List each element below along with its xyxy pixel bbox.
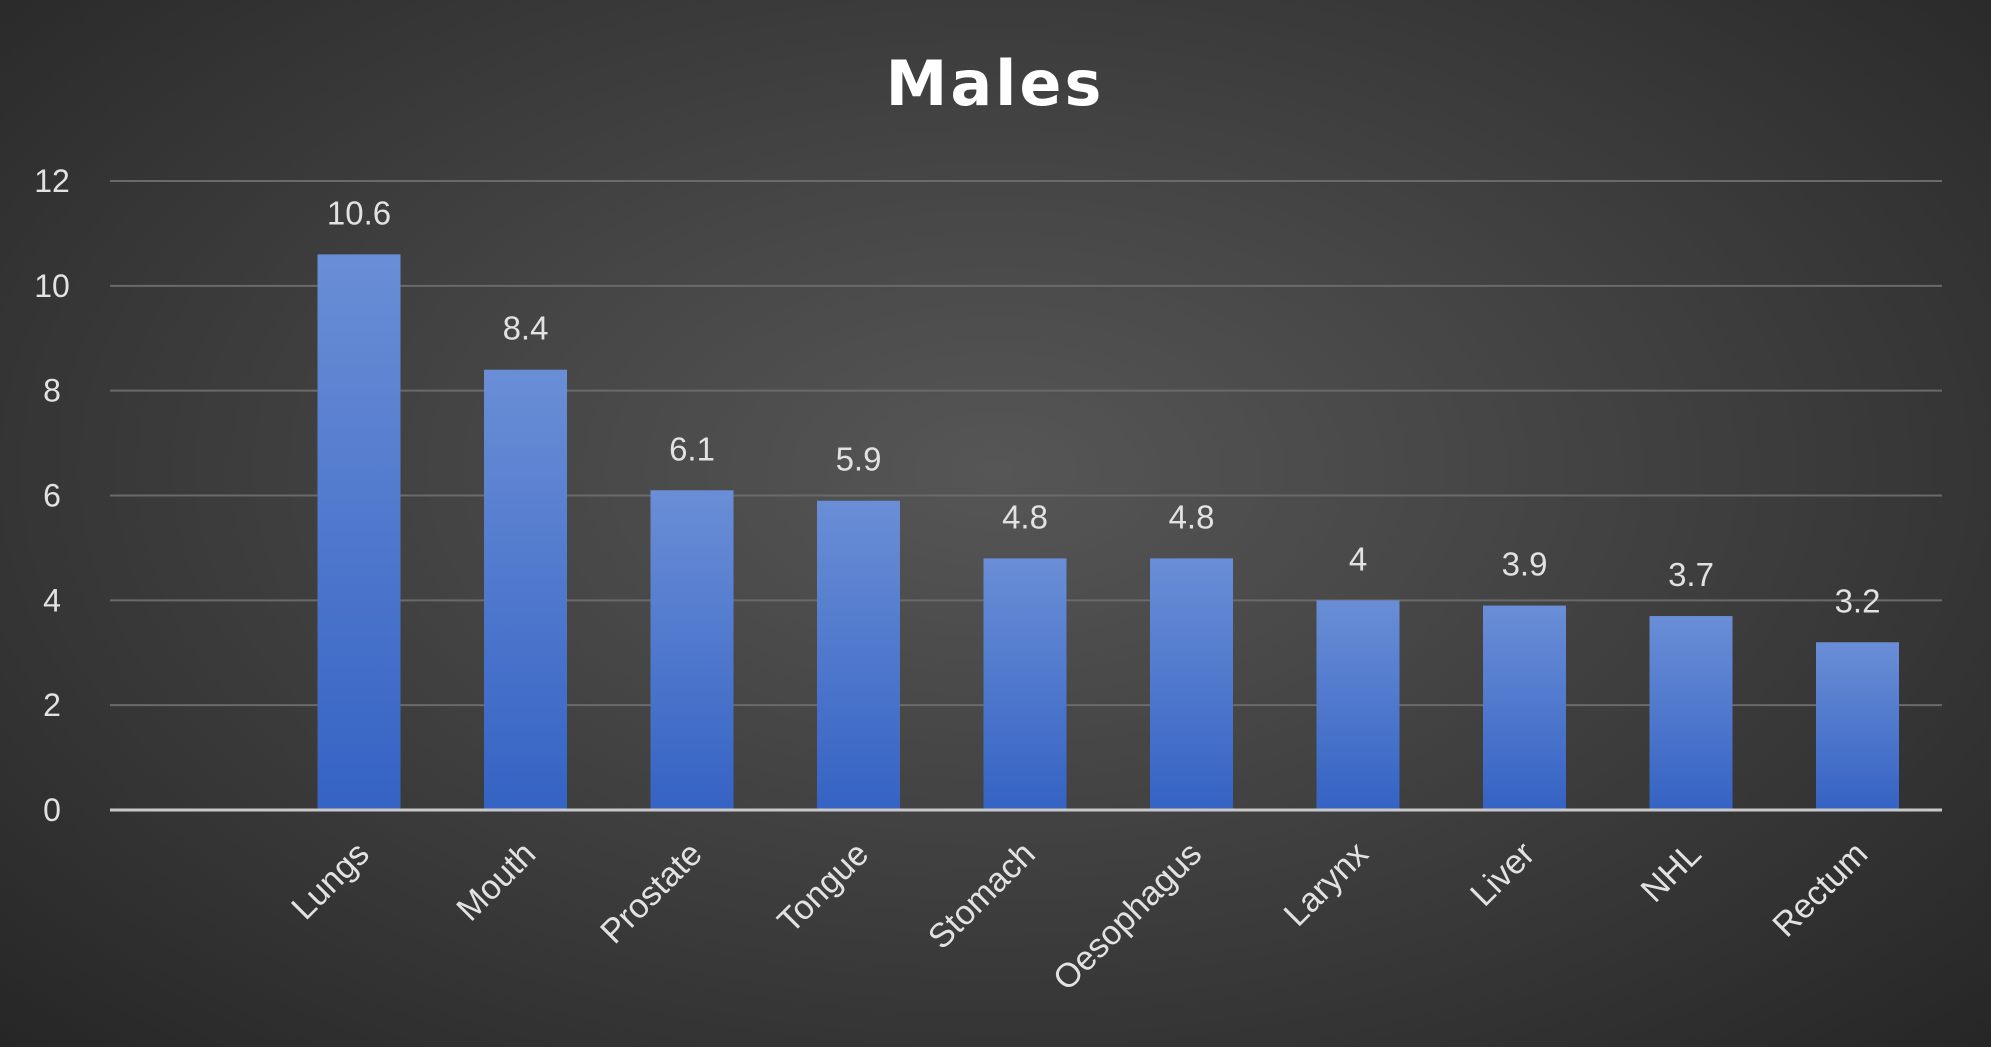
data-label: 4.8 bbox=[1169, 498, 1215, 535]
bar bbox=[650, 490, 734, 810]
data-label: 10.6 bbox=[327, 194, 391, 231]
bar bbox=[484, 369, 567, 810]
x-tick-label: NHL bbox=[1634, 835, 1709, 910]
bar bbox=[1150, 558, 1233, 810]
data-label: 5.9 bbox=[836, 441, 882, 478]
gridlines bbox=[110, 180, 1942, 707]
bar bbox=[817, 500, 900, 810]
x-tick-label: Oesophagus bbox=[1046, 835, 1209, 998]
y-tick-label: 8 bbox=[43, 373, 61, 409]
x-tick-label: Rectum bbox=[1765, 835, 1875, 945]
bar bbox=[983, 558, 1067, 810]
x-tick-label: Liver bbox=[1463, 835, 1542, 914]
x-tick-label: Lungs bbox=[284, 835, 376, 927]
y-tick-label: 6 bbox=[43, 478, 61, 514]
bar bbox=[1649, 616, 1733, 810]
bar bbox=[1816, 642, 1899, 810]
data-label: 3.7 bbox=[1668, 556, 1714, 593]
y-tick-label: 4 bbox=[43, 582, 61, 618]
x-axis-ticks: Lungs Mouth Prostate Tongue Stomach Oesophagu… bbox=[284, 835, 1875, 998]
data-label: 4 bbox=[1349, 540, 1367, 577]
x-tick-label: Stomach bbox=[921, 835, 1043, 957]
data-label: 8.4 bbox=[503, 310, 549, 347]
y-axis-ticks: 0 2 4 6 8 10 12 bbox=[34, 163, 70, 828]
x-tick-label: Larynx bbox=[1277, 835, 1376, 934]
y-tick-label: 2 bbox=[43, 687, 61, 723]
data-label: 3.2 bbox=[1835, 582, 1881, 619]
data-label: 4.8 bbox=[1002, 498, 1048, 535]
data-label: 6.1 bbox=[669, 430, 715, 467]
y-tick-label: 12 bbox=[34, 163, 70, 199]
bar bbox=[1316, 600, 1400, 810]
chart-title: Males bbox=[886, 47, 1105, 120]
bars bbox=[317, 254, 1899, 811]
bar bbox=[1483, 605, 1566, 810]
data-label: 3.9 bbox=[1502, 546, 1548, 583]
x-tick-label: Mouth bbox=[449, 835, 543, 929]
x-tick-label: Tongue bbox=[770, 835, 876, 941]
data-labels: 10.6 8.4 6.1 5.9 4.8 4.8 4 3.9 3.7 3.2 bbox=[327, 194, 1881, 619]
y-tick-label: 0 bbox=[43, 792, 61, 828]
y-tick-label: 10 bbox=[34, 268, 70, 304]
bar bbox=[317, 254, 401, 811]
x-tick-label: Prostate bbox=[593, 835, 709, 951]
